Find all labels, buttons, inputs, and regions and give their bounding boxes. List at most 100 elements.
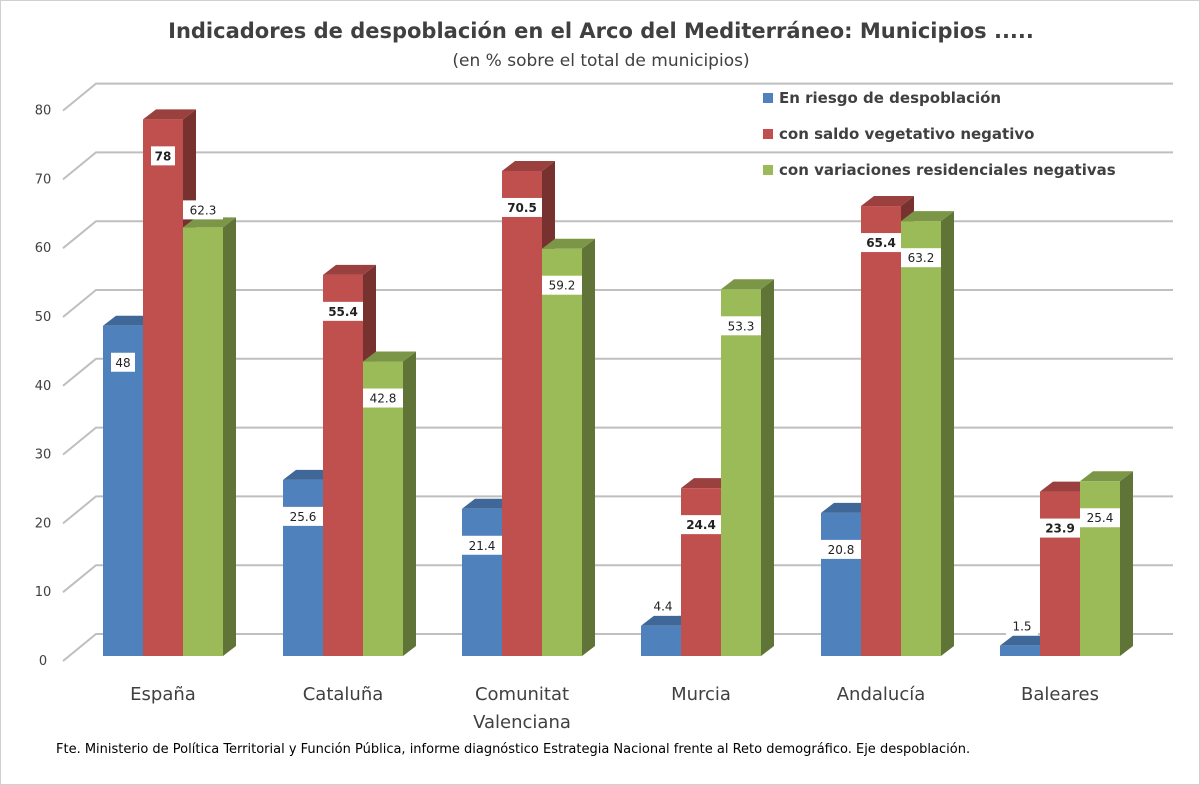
legend-swatch	[763, 165, 773, 175]
data-label-box	[821, 539, 861, 559]
data-label-box	[721, 316, 761, 336]
data-label: 65.4	[866, 236, 896, 250]
bar-top	[283, 469, 336, 480]
category-label: Baleares	[1021, 684, 1099, 705]
category-label: España	[130, 684, 196, 705]
data-label: 59.2	[549, 279, 576, 293]
bar-top	[641, 615, 694, 626]
bar	[861, 206, 901, 656]
data-label-box	[861, 233, 901, 253]
data-label: 1.5	[1012, 620, 1031, 634]
y-tick-label: 60	[35, 241, 52, 256]
bar-top	[363, 351, 416, 362]
bar-side	[941, 211, 954, 656]
data-label: 21.4	[469, 539, 496, 553]
bar-top	[821, 502, 874, 513]
gridline	[62, 357, 1173, 387]
gridline	[62, 151, 1173, 181]
y-tick-label: 40	[35, 379, 52, 394]
bar	[283, 479, 323, 656]
data-label-box	[462, 535, 502, 555]
bar	[1000, 645, 1040, 656]
data-label-box	[323, 301, 363, 321]
bar-top	[462, 498, 515, 509]
data-label: 78	[155, 149, 172, 163]
data-label: 4.4	[653, 600, 672, 614]
bar-top	[901, 211, 954, 222]
bar	[183, 227, 223, 656]
data-label-box	[647, 596, 679, 616]
bar-top	[323, 264, 376, 275]
data-label-box	[363, 388, 403, 408]
data-label-box	[151, 146, 175, 166]
category-label: Cataluña	[303, 684, 384, 705]
bar	[462, 508, 502, 656]
data-label-box	[681, 515, 721, 535]
bar-top	[1040, 481, 1093, 492]
data-label: 25.4	[1087, 511, 1114, 525]
data-label: 62.3	[190, 203, 217, 217]
bar	[363, 361, 403, 656]
gridline	[62, 220, 1173, 249]
y-tick-label: 30	[35, 448, 52, 463]
data-label-box	[183, 200, 223, 220]
bar-side	[403, 351, 416, 656]
bar-side	[223, 217, 236, 656]
bar	[103, 325, 143, 656]
data-label: 53.3	[728, 319, 755, 333]
category-label: Comunitat	[475, 684, 569, 705]
bar-side	[761, 279, 774, 656]
data-label-box	[283, 506, 323, 526]
y-tick-label: 20	[35, 516, 52, 531]
legend-swatch	[763, 93, 773, 103]
bar	[681, 488, 721, 656]
y-tick-label: 0	[39, 654, 47, 669]
bar	[323, 274, 363, 656]
bar	[721, 289, 761, 656]
gridline	[62, 82, 1173, 112]
gridline	[62, 564, 1173, 593]
data-label-box	[502, 197, 542, 217]
data-label-box	[542, 275, 582, 295]
bar	[901, 221, 941, 656]
gridline	[62, 495, 1173, 525]
data-label-box	[111, 352, 135, 372]
data-label: 63.2	[908, 251, 935, 265]
data-label-box	[1080, 508, 1120, 528]
legend-entry: En riesgo de despoblación	[779, 89, 1001, 107]
legend-entry: con saldo vegetativo negativo	[779, 125, 1034, 143]
bar-top	[143, 109, 196, 120]
data-label: 70.5	[507, 201, 537, 215]
data-label-box	[1006, 616, 1038, 636]
y-tick-label: 10	[35, 585, 52, 600]
bar-top	[502, 160, 555, 171]
data-label: 23.9	[1045, 522, 1075, 536]
data-label: 24.4	[686, 518, 716, 532]
data-label: 42.8	[370, 392, 397, 406]
data-label-box	[901, 248, 941, 268]
bar	[143, 119, 183, 657]
bar	[542, 248, 582, 657]
bar	[821, 512, 861, 656]
bar	[1080, 481, 1120, 656]
y-tick-label: 80	[35, 104, 52, 119]
gridline	[62, 633, 1173, 662]
data-label: 48	[115, 356, 130, 370]
gridline	[62, 426, 1173, 456]
y-tick-label: 50	[35, 310, 52, 325]
y-tick-label: 70	[35, 172, 52, 187]
bar-top	[681, 478, 734, 489]
bar-top	[542, 238, 595, 249]
bar-top	[1000, 635, 1053, 646]
bar-top	[861, 196, 914, 207]
chart-subtitle: (en % sobre el total de municipios)	[452, 51, 749, 71]
category-label: Andalucía	[837, 684, 926, 705]
bar	[1040, 491, 1080, 656]
bar-top	[1080, 471, 1133, 482]
chart-title: Indicadores de despoblación en el Arco d…	[168, 19, 1034, 43]
bar-top	[721, 279, 774, 290]
data-label: 55.4	[328, 305, 358, 319]
source-note: Fte. Ministerio de Política Territorial …	[56, 742, 970, 757]
